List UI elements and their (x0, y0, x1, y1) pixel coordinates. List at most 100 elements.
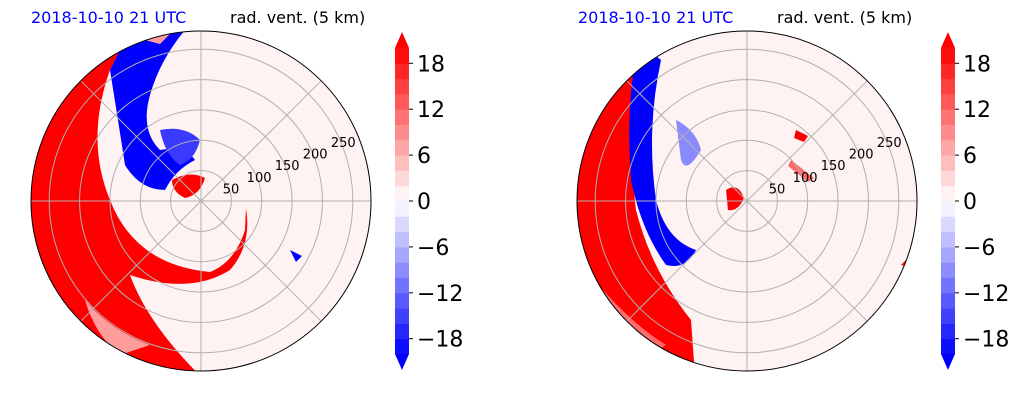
left-colorbar-segment (395, 170, 409, 187)
left-red-region-west (31, 31, 248, 371)
left-colorbar-segment (395, 78, 409, 95)
right-colorbar-segment (941, 231, 955, 248)
right-panel: 2018-10-10 21 UTC rad. vent. (5 km) (546, 0, 1028, 401)
right-colorbar: 18 12 6 0 −6 −12 −18 (941, 32, 1009, 370)
right-colorbar-label--18: −18 (963, 328, 1009, 353)
left-colorbar-segment (395, 201, 409, 217)
right-radial-tick-250: 250 (877, 136, 902, 151)
left-colorbar: 18 12 6 0 −6 −12 −18 (395, 32, 463, 370)
right-colorbar-segment (941, 155, 955, 171)
right-colorbar-segment (941, 262, 955, 278)
left-colorbar-label--18: −18 (417, 328, 463, 353)
right-colorbar-segment (941, 246, 955, 263)
right-colorbar-label-6: 6 (963, 144, 977, 169)
right-grid-spoke-45 (746, 80, 868, 202)
right-colorbar-segment (941, 109, 955, 125)
right-colorbar-label--12: −12 (963, 282, 1009, 307)
left-colorbar-segment (395, 277, 409, 294)
left-colorbar-segment (395, 262, 409, 278)
right-colorbar-segment (941, 201, 955, 217)
left-radial-tick-250: 250 (331, 136, 356, 151)
right-colorbar-label-18: 18 (963, 52, 991, 77)
left-colorbar-label--12: −12 (417, 282, 463, 307)
right-colorbar-segment (941, 185, 955, 202)
right-radial-tick-200: 200 (849, 148, 874, 163)
right-colorbar-segment (941, 170, 955, 187)
right-colorbar-segment (941, 292, 955, 309)
left-blue-patch-center (160, 128, 200, 165)
left-grid-spoke-45 (200, 80, 322, 202)
left-colorbar-segment (395, 231, 409, 248)
right-colorbar-label-12: 12 (963, 98, 991, 123)
left-colorbar-segment (395, 216, 409, 233)
right-grid-spoke-135 (626, 80, 748, 202)
right-colorbar-segment (941, 338, 955, 355)
right-panel-timestamp: 2018-10-10 21 UTC (578, 8, 734, 27)
right-colorbar-segment (941, 323, 955, 340)
right-grid-spoke-315 (746, 200, 868, 322)
left-colorbar-segment (395, 292, 409, 309)
left-panel-timestamp: 2018-10-10 21 UTC (31, 8, 187, 27)
left-panel: 2018-10-10 21 UTC rad. vent. (5 km) (0, 0, 514, 401)
left-colorbar-segment (395, 63, 409, 80)
right-radial-tick-100: 100 (793, 171, 818, 186)
left-radial-tick-50: 50 (223, 182, 240, 197)
right-colorbar-extend-max (941, 32, 955, 48)
left-colorbar-segment (395, 323, 409, 340)
right-polar-grid (577, 31, 917, 371)
left-field (31, 31, 371, 371)
left-colorbar-label-18: 18 (417, 52, 445, 77)
left-red-band-fade (85, 300, 150, 355)
left-colorbar-label--6: −6 (417, 236, 449, 261)
left-colorbar-segment (395, 308, 409, 324)
right-colorbar-segment (941, 48, 955, 64)
left-panel-variable: rad. vent. (5 km) (230, 8, 366, 27)
left-colorbar-segment (395, 155, 409, 171)
left-colorbar-label-6: 6 (417, 144, 431, 169)
left-grid-spoke-315 (200, 200, 322, 322)
right-blue-strip (629, 53, 696, 267)
left-radial-tick-150: 150 (275, 159, 300, 174)
right-polar-frame (576, 30, 918, 372)
right-red-streak-east (788, 160, 814, 182)
right-colorbar-segment (941, 216, 955, 233)
left-colorbar-segment (395, 338, 409, 355)
left-colorbar-segment (395, 109, 409, 125)
right-radial-tick-150: 150 (821, 159, 846, 174)
right-grid-spoke-225 (626, 200, 748, 322)
left-colorbar-label-12: 12 (417, 98, 445, 123)
left-colorbar-segment (395, 185, 409, 202)
left-polar-frame (30, 30, 372, 372)
left-grid-spoke-225 (80, 200, 202, 322)
right-colorbar-segment (941, 308, 955, 324)
left-colorbar-segment (395, 124, 409, 141)
right-colorbar-segment (941, 93, 955, 110)
right-panel-variable: rad. vent. (5 km) (777, 8, 913, 27)
left-polar-grid (31, 31, 371, 371)
right-colorbar-segment (941, 124, 955, 141)
right-colorbar-segment (941, 139, 955, 156)
right-colorbar-segment (941, 78, 955, 95)
right-colorbar-extend-min (941, 354, 955, 370)
left-colorbar-label-0: 0 (417, 190, 431, 215)
right-colorbar-label-0: 0 (963, 190, 977, 215)
left-colorbar-segment (395, 48, 409, 64)
left-colorbar-extend-min (395, 354, 409, 370)
right-red-spot-northeast (794, 130, 808, 142)
left-radial-tick-100: 100 (247, 171, 272, 186)
left-radial-tick-200: 200 (303, 148, 328, 163)
right-radial-tick-50: 50 (769, 182, 786, 197)
right-colorbar-segment (941, 277, 955, 294)
right-colorbar-label--6: −6 (963, 236, 995, 261)
right-colorbar-segment (941, 63, 955, 80)
left-grid-spoke-135 (80, 80, 202, 202)
left-colorbar-extend-max (395, 32, 409, 48)
left-blue-spot-east (290, 250, 302, 262)
left-colorbar-segment (395, 139, 409, 156)
left-colorbar-segment (395, 246, 409, 263)
